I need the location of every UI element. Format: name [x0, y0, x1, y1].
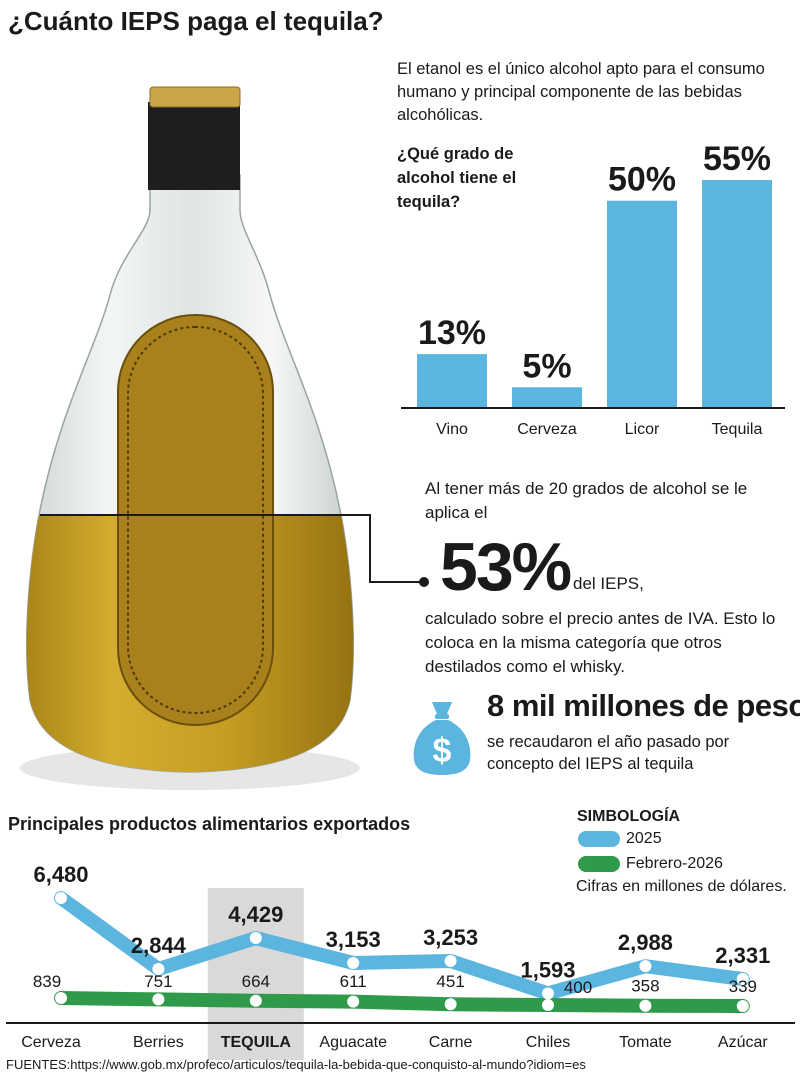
bar-value-vino: 13% [418, 314, 486, 352]
point-2026-aguacate [347, 995, 360, 1008]
ieps-percent: 53% [440, 529, 572, 605]
point-2026-azucar [736, 1000, 749, 1012]
money-description: se recaudaron el año pasado por concepto… [487, 733, 730, 773]
value-2026-aguacate: 611 [340, 972, 367, 991]
alcohol-bar-chart: 13% Vino 5% Cerveza 50% Licor 55% Tequila [401, 140, 785, 438]
bar-label-licor: Licor [625, 421, 660, 438]
point-2026-berries [152, 993, 165, 1006]
point-2025-berries [152, 962, 165, 975]
bar-value-licor: 50% [608, 161, 676, 199]
point-2026-tequila [249, 994, 262, 1007]
bar-label-vino: Vino [436, 421, 468, 438]
tequila-bottle-illustration [20, 86, 360, 790]
point-2025-chiles [542, 987, 554, 1000]
bottle-label [117, 314, 274, 726]
category-label-cerveza: Cerveza [21, 1034, 81, 1051]
value-2025-tomate: 2,988 [618, 930, 673, 955]
legend-label-2026: Febrero-2026 [626, 855, 723, 872]
value-2026-tomate: 358 [631, 977, 659, 996]
bar-vino [417, 354, 487, 408]
category-label-berries: Berries [133, 1034, 184, 1051]
value-2025-berries: 2,844 [131, 933, 187, 958]
value-2026-cerveza: 839 [33, 972, 61, 991]
point-2026-cerveza [55, 992, 67, 1004]
value-2026-chiles: 400 [564, 978, 592, 997]
legend-swatch-blue [578, 831, 620, 847]
connector-line [40, 514, 429, 587]
highlight-column-tequila [207, 888, 304, 1060]
bar-value-tequila: 55% [703, 140, 771, 178]
bottle-cap [148, 102, 240, 190]
value-2025-tequila: 4,429 [228, 902, 283, 927]
intro-text: El etanol es el único alcohol apto para … [397, 60, 765, 124]
value-2025-aguacate: 3,153 [326, 927, 381, 952]
bar-label-tequila: Tequila [712, 421, 763, 438]
money-title: 8 mil millones de pesos [487, 688, 800, 723]
value-2025-cerveza: 6,480 [33, 862, 88, 887]
legend-item-2025: 2025 [578, 830, 662, 848]
category-label-tomate: Tomate [619, 1034, 672, 1051]
bar-tequila [702, 180, 772, 408]
point-2025-cerveza [55, 892, 67, 904]
ieps-suffix: del IEPS, [573, 574, 644, 593]
category-label-tequila: TEQUILA [221, 1034, 292, 1051]
value-2025-azucar: 2,331 [715, 943, 770, 968]
value-2026-tequila: 664 [242, 972, 270, 991]
legend-note: Cifras en millones de dólares. [576, 878, 787, 895]
exports-line-chart: 6,480 839 Cerveza 2,844 751 Berries 4,429 664 TE… [6, 862, 795, 1060]
ieps-detail-text: calculado sobre el precio antes de IVA. … [425, 609, 776, 676]
legend-swatch-green [578, 856, 620, 872]
money-bag-icon: $ [413, 702, 471, 775]
sources-text: FUENTES:https://www.gob.mx/profeco/artic… [6, 1057, 586, 1072]
point-2026-tomate [639, 999, 652, 1012]
point-2026-carne [444, 998, 457, 1011]
category-label-aguacate: Aguacate [319, 1034, 387, 1051]
bar-cerveza [512, 387, 582, 408]
line-chart-title: Principales productos alimentarios expor… [8, 814, 411, 834]
svg-text:$: $ [433, 732, 452, 770]
page-title: ¿Cuánto IEPS paga el tequila? [8, 6, 384, 36]
series-line-febrero-2026 [54, 991, 750, 1013]
category-label-carne: Carne [429, 1034, 473, 1051]
point-2025-tomate [639, 960, 652, 973]
category-label-chiles: Chiles [526, 1034, 570, 1051]
point-2026-chiles [542, 999, 554, 1012]
legend-item-2026: Febrero-2026 [578, 855, 723, 873]
legend-label-2025: 2025 [626, 830, 662, 847]
point-2025-aguacate [347, 956, 360, 969]
bar-licor [607, 200, 677, 408]
point-2025-azucar [736, 973, 749, 986]
bar-label-cerveza: Cerveza [517, 421, 577, 438]
category-label-azucar: Azúcar [718, 1034, 768, 1051]
series-line-2025 [54, 891, 750, 1001]
value-2026-azucar: 339 [729, 977, 757, 996]
value-2026-carne: 451 [436, 972, 464, 991]
point-2025-tequila [249, 932, 262, 945]
ieps-intro-text: Al tener más de 20 grados de alcohol se … [425, 479, 748, 522]
value-2025-carne: 3,253 [423, 925, 478, 950]
value-2025-chiles: 1,593 [520, 957, 575, 982]
value-2026-berries: 751 [144, 972, 172, 991]
point-2025-carne [444, 955, 457, 968]
bar-value-cerveza: 5% [522, 347, 571, 385]
legend-heading: SIMBOLOGÍA [577, 808, 681, 825]
bar-chart-title: ¿Qué grado de alcohol tiene el tequila? [397, 145, 517, 211]
